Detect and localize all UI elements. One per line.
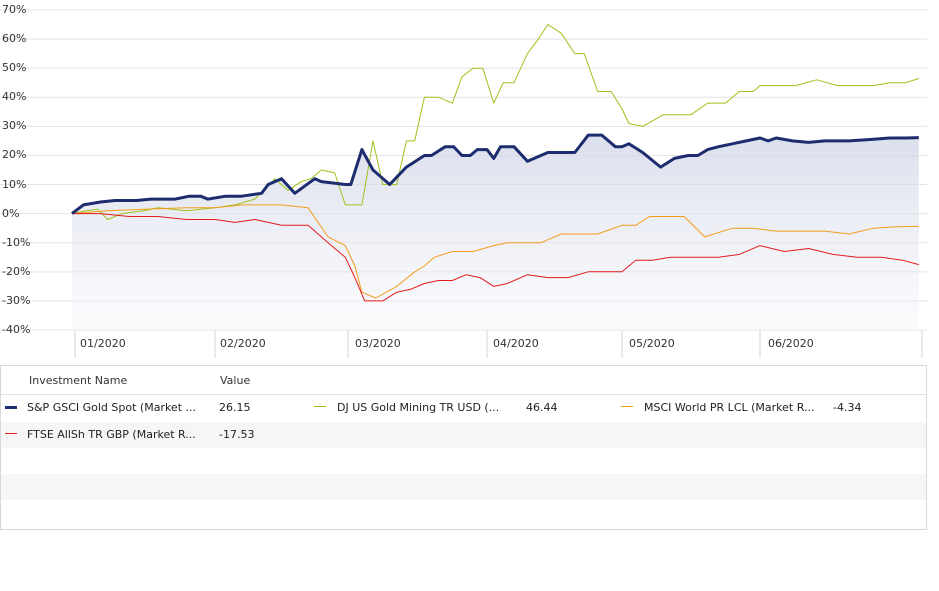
y-tick-label: 60% <box>2 32 27 46</box>
y-tick-label: 40% <box>2 90 27 104</box>
legend-entry-value: 46.44 <box>526 401 558 414</box>
y-tick-label: -10% <box>2 235 31 249</box>
legend-band <box>1 422 926 448</box>
legend-entry-name: DJ US Gold Mining TR USD (... <box>337 401 500 414</box>
x-tick-label: 06/2020 <box>768 337 814 350</box>
area-fill-gold-spot <box>72 135 919 330</box>
legend-entry-name: S&P GSCI Gold Spot (Market ... <box>27 401 197 414</box>
x-tick-label: 01/2020 <box>80 337 126 350</box>
x-tick-marks <box>74 330 923 358</box>
y-tick-label: 30% <box>2 119 27 133</box>
legend-swatch-gold-mining <box>314 406 326 407</box>
y-tick-label: -20% <box>2 264 31 278</box>
legend-row: S&P GSCI Gold Spot (Market ... 26.15 DJ … <box>1 395 926 419</box>
y-tick-label: 70% <box>2 3 27 16</box>
legend-header: Investment Name Value <box>1 366 926 395</box>
series-line-gold-mining <box>71 24 919 220</box>
legend-band <box>1 474 926 500</box>
y-tick-label: 50% <box>2 61 27 75</box>
legend-header-value: Value <box>220 374 251 387</box>
x-tick-label: 05/2020 <box>629 337 675 350</box>
x-tick-label: 04/2020 <box>493 337 539 350</box>
y-tick-label: -30% <box>2 293 31 307</box>
y-tick-label: 0% <box>2 206 20 220</box>
legend-entry-name: FTSE AllSh TR GBP (Market R... <box>27 428 196 441</box>
legend-table: Investment Name Value S&P GSCI Gold Spot… <box>0 365 927 530</box>
legend-header-name: Investment Name <box>29 374 128 387</box>
legend-entry-value: 26.15 <box>219 401 251 414</box>
legend-entry-name: MSCI World PR LCL (Market R... <box>644 401 815 414</box>
series-line-msci-world <box>71 204 919 299</box>
legend-swatch-msci-world <box>621 406 633 407</box>
y-tick-label: -40% <box>2 323 31 336</box>
x-tick-label: 03/2020 <box>355 337 401 350</box>
legend-entry-value: -4.34 <box>833 401 862 414</box>
x-tick-label: 02/2020 <box>220 337 266 350</box>
legend-row: FTSE AllSh TR GBP (Market R... -17.53 <box>1 422 926 446</box>
legend-swatch-ftse <box>5 433 17 434</box>
series-line-gold-spot <box>71 133 919 215</box>
legend-swatch-gold-spot <box>5 406 17 409</box>
y-tick-label: 20% <box>2 148 27 162</box>
y-tick-label: 10% <box>2 177 27 191</box>
series-lines <box>71 24 919 302</box>
legend-entry-value: -17.53 <box>219 428 255 441</box>
gold-spot-area <box>72 135 919 330</box>
line-chart <box>0 9 927 358</box>
series-line-ftse <box>72 213 919 302</box>
